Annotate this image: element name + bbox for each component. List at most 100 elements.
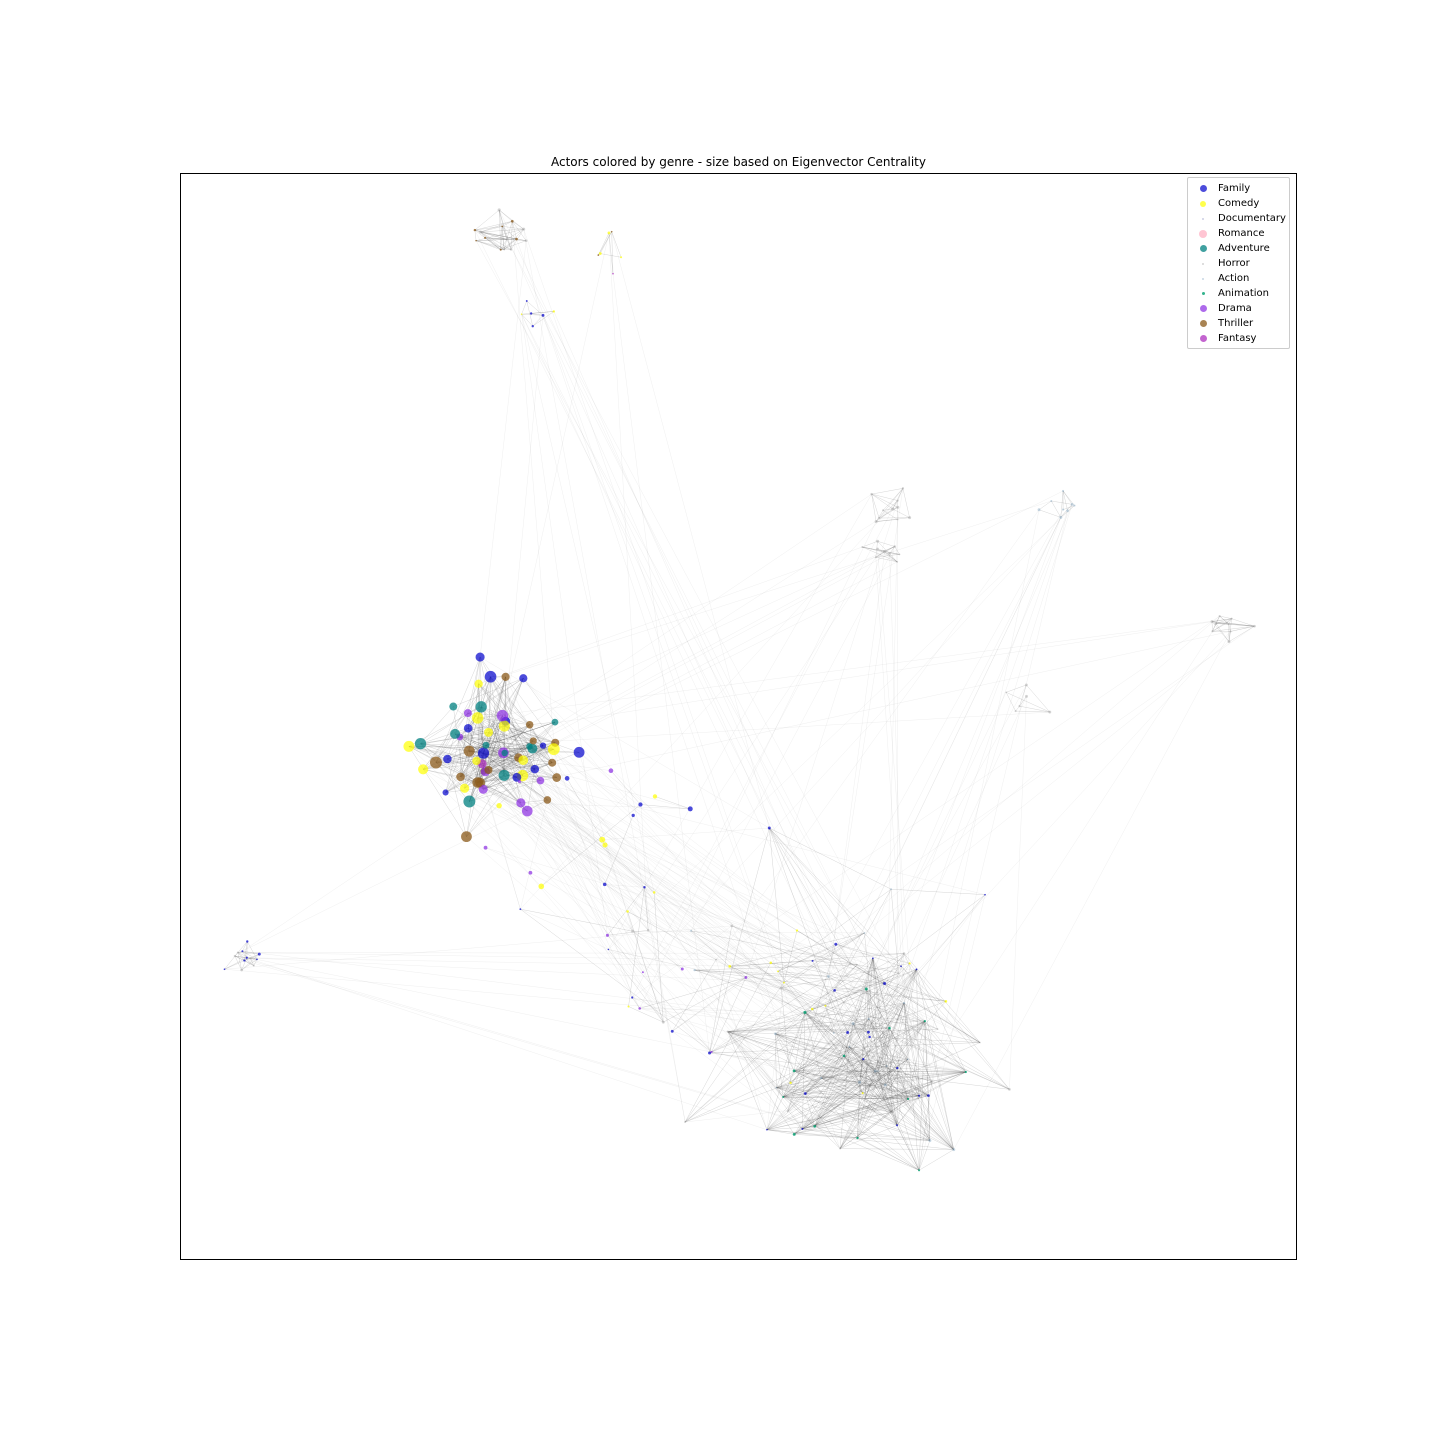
edge [769,827,863,1094]
node-action [1070,502,1074,506]
edge [578,752,829,977]
node-family [643,886,646,889]
edge [1212,621,1255,627]
edge [745,977,920,1096]
edge [775,1033,898,1126]
node-family [834,942,838,946]
edge [600,253,622,258]
edge [479,782,933,1082]
edge [787,1027,874,1112]
edge [485,237,527,241]
edge [903,1002,954,1150]
edge [793,1070,931,1141]
edge [882,488,904,511]
edge [894,546,900,555]
edge [532,722,556,749]
edge [814,1046,850,1127]
node-family [862,1058,865,1061]
edge [553,749,869,1033]
edge [862,546,900,555]
edge [873,696,1027,1029]
edge [1062,490,1073,505]
edge [849,1023,854,1047]
edge [483,749,554,790]
node-family [484,670,497,683]
node-horror [896,505,900,509]
edge [242,951,258,960]
edge [862,1001,947,1094]
edge [812,964,858,1010]
edge [506,228,524,240]
node-action [1059,515,1063,519]
node-action [857,1080,862,1084]
node-family [867,1030,870,1034]
legend-swatch [1188,245,1218,252]
edge [555,742,929,1096]
edge [505,721,544,746]
node-horror [856,963,859,966]
edge [804,1012,887,1067]
edge [866,988,909,1100]
edge [690,546,895,931]
edge [857,1137,920,1171]
edge [775,1033,893,1113]
edge [825,1005,863,1094]
edge [903,1002,931,1141]
edge [812,960,848,1033]
edge [896,1125,920,1171]
edge [918,1081,933,1171]
edge [420,743,478,783]
edge [530,872,864,1060]
edge [875,557,898,563]
edge [478,546,863,684]
node-horror [876,539,880,543]
node-horror [497,208,501,212]
edge [883,550,898,563]
node-family [631,996,634,999]
edge [871,493,898,501]
edge [918,894,986,1171]
legend-label: Comedy [1218,198,1260,209]
edge [608,494,872,950]
edge [787,944,837,1112]
edges-layer [224,209,1255,1171]
edge [672,626,1255,1032]
edge [872,958,890,1029]
edge [903,953,938,1030]
edge [711,615,1220,1053]
edge [776,1012,806,1088]
edge [924,1021,929,1096]
edge [907,1021,926,1100]
edge [521,314,876,1072]
node-thriller [484,236,487,239]
edge [476,239,507,241]
edge [766,1095,929,1130]
edge [485,237,517,240]
edge [480,231,501,250]
edge [715,509,1040,960]
edge [237,952,254,966]
legend-label: Romance [1218,228,1265,239]
edge [242,775,505,952]
edge [423,736,460,770]
legend-marker [1201,292,1205,295]
edge [556,777,834,1034]
node-horror [876,547,879,551]
edge [447,758,478,783]
edge [876,517,910,522]
node-family [766,1128,768,1131]
edge [857,1098,909,1139]
edge [794,1070,929,1096]
edge [485,745,541,781]
node-animation [792,1069,796,1073]
edge [727,1002,905,1032]
edge [863,969,917,1060]
edge [907,1098,954,1150]
edge [849,1046,929,1096]
edge [793,1012,806,1071]
edge [499,805,868,1065]
node-family [519,674,528,683]
node-family [256,958,258,961]
edge [777,889,892,972]
node-action [832,1032,835,1034]
